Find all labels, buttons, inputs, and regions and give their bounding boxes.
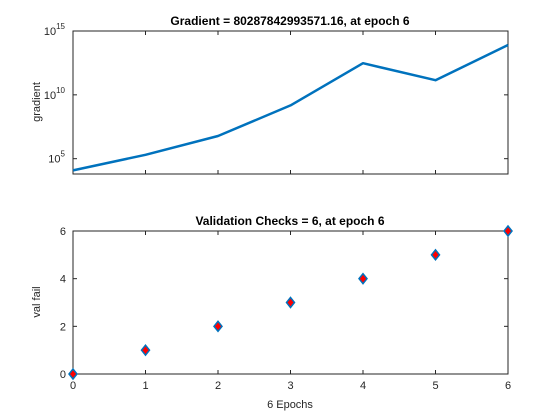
validation-y-tick-label: 0 [60, 369, 66, 381]
gradient-series [72, 43, 509, 172]
validation-y-tick-label: 4 [60, 274, 66, 286]
validation-y-label: val fail [31, 286, 43, 317]
validation-x-tick-label: 0 [70, 380, 76, 392]
gradient-y-tick-labels: 105 1010 1015 [44, 22, 66, 166]
validation-x-tick-label: 2 [215, 380, 221, 392]
validation-x-tick-label: 3 [287, 380, 293, 392]
gradient-y-tick-label: 1010 [44, 86, 66, 102]
validation-x-tick-label: 1 [142, 380, 148, 392]
validation-marker [358, 272, 368, 285]
gradient-title: Gradient = 80287842993571.16, at epoch 6 [170, 14, 409, 28]
validation-x-label: 6 Epochs [267, 399, 313, 411]
validation-marker [503, 224, 513, 238]
gradient-plot: Gradient = 80287842993571.16, at epoch 6… [31, 14, 509, 175]
validation-title: Validation Checks = 6, at epoch 6 [195, 214, 384, 228]
validation-marker [140, 343, 151, 357]
validation-tick-labels: 0 1 2 3 4 5 6 0 2 4 6 [60, 226, 511, 392]
validation-y-tick-label: 6 [60, 226, 66, 238]
validation-x-tick-label: 6 [505, 380, 511, 392]
validation-marker [68, 367, 78, 381]
validation-marker [285, 296, 296, 309]
gradient-axes-box [72, 30, 509, 175]
gradient-line [72, 43, 509, 172]
gradient-y-tick-label: 105 [48, 150, 65, 166]
gradient-y-label: gradient [31, 82, 43, 122]
gradient-ticks [72, 30, 509, 174]
validation-marker [213, 320, 223, 333]
validation-plot: Validation Checks = 6, at epoch 6 val fa… [31, 214, 513, 411]
gradient-y-tick-label: 1015 [44, 22, 66, 38]
validation-x-tick-label: 5 [432, 380, 438, 392]
validation-marker [430, 248, 441, 262]
validation-series [68, 224, 513, 381]
validation-y-tick-label: 2 [60, 321, 66, 333]
validation-x-tick-label: 4 [360, 380, 366, 392]
